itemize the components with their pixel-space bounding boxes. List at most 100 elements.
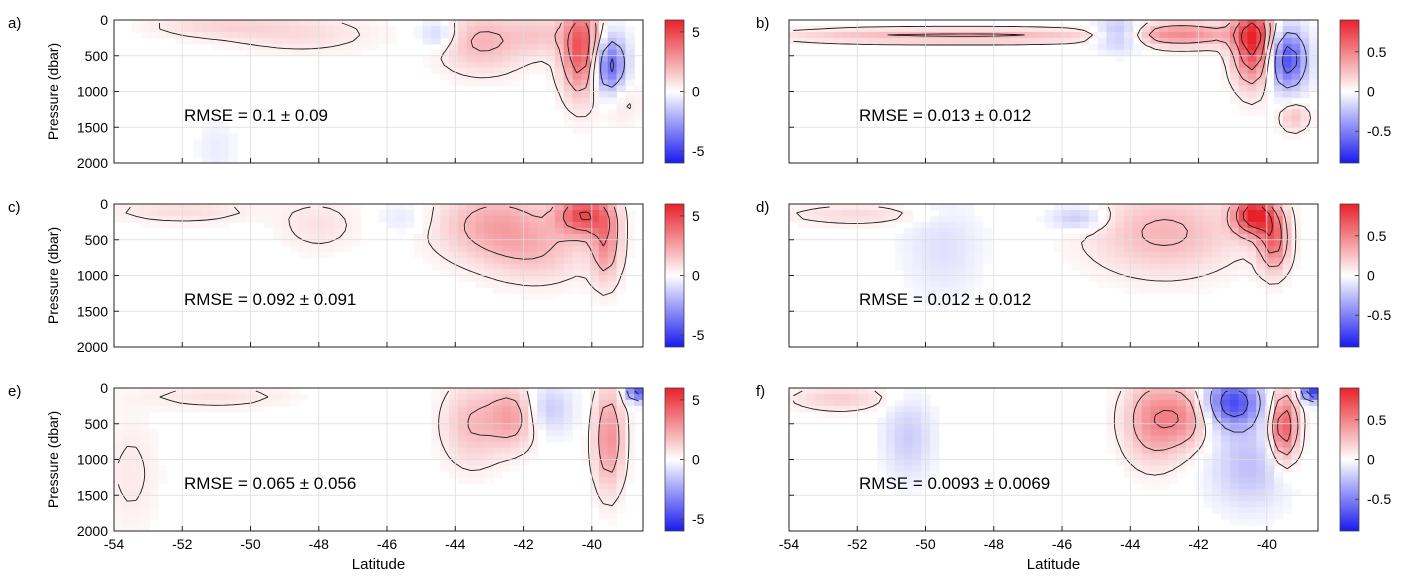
heatmap-cell xyxy=(457,37,468,45)
heatmap-cell xyxy=(938,257,949,265)
heatmap-cell xyxy=(1229,233,1240,241)
heatmap-cell xyxy=(1221,37,1231,45)
heatmap-cell xyxy=(1273,204,1284,211)
heatmap-cell xyxy=(1106,204,1116,211)
heatmap-cell xyxy=(1291,459,1301,467)
heatmap-cell xyxy=(1256,61,1266,69)
heatmap-cell xyxy=(1212,263,1222,271)
heatmap-cell xyxy=(122,441,133,449)
heatmap-cell xyxy=(894,435,905,443)
heatmap-cell xyxy=(1141,251,1152,259)
heatmap-cell xyxy=(607,204,618,211)
y-tick-label: 1500 xyxy=(77,487,108,503)
heatmap-cell xyxy=(114,411,124,419)
heatmap-cell xyxy=(607,441,618,449)
heatmap-cell xyxy=(1141,447,1152,455)
heatmap-cell xyxy=(1221,49,1231,57)
heatmap-cell xyxy=(1247,441,1257,449)
heatmap-cell xyxy=(122,215,133,223)
heatmap-cell xyxy=(1273,209,1284,217)
heatmap-cell xyxy=(122,525,133,532)
heatmap-cell xyxy=(590,465,600,473)
heatmap-cell xyxy=(246,204,256,211)
heatmap-cell xyxy=(903,393,914,401)
heatmap-cell xyxy=(1124,447,1134,455)
heatmap-cell xyxy=(1159,453,1169,461)
heatmap-cell xyxy=(789,204,799,211)
heatmap-cell xyxy=(581,67,591,75)
heatmap-cell xyxy=(219,145,230,152)
heatmap-cell xyxy=(1106,393,1116,401)
heatmap-cell xyxy=(1168,275,1178,283)
x-tick-label: -48 xyxy=(309,536,329,552)
heatmap-cell xyxy=(1221,31,1231,39)
heatmap-cell xyxy=(1132,477,1143,484)
heatmap-cell xyxy=(484,25,494,33)
heatmap-cell xyxy=(299,245,309,253)
heatmap-cell xyxy=(343,233,353,241)
heatmap-cell xyxy=(166,399,177,407)
heatmap-cell xyxy=(947,275,958,283)
heatmap-cell xyxy=(475,447,485,455)
heatmap-cell xyxy=(1256,204,1266,211)
heatmap-cell xyxy=(166,221,177,229)
heatmap-cell xyxy=(616,233,626,241)
heatmap-cell xyxy=(493,251,503,259)
heatmap-cell xyxy=(210,145,221,152)
heatmap-cell xyxy=(634,97,644,105)
heatmap-cell xyxy=(1229,465,1240,473)
heatmap-cell xyxy=(912,269,922,277)
heatmap-cell xyxy=(1273,269,1284,277)
heatmap-cell xyxy=(921,423,931,431)
heatmap-cell xyxy=(237,31,247,39)
heatmap-cell xyxy=(1194,471,1204,478)
heatmap-cell xyxy=(501,227,512,235)
heatmap-cell xyxy=(1150,221,1160,229)
heatmap-cell xyxy=(219,139,230,146)
heatmap-cell xyxy=(466,275,477,283)
heatmap-cell xyxy=(510,79,521,87)
heatmap-cell xyxy=(563,393,574,401)
heatmap-cell xyxy=(140,215,150,223)
heatmap-cell xyxy=(930,287,940,294)
heatmap-cell xyxy=(1291,121,1301,128)
heatmap-cell xyxy=(912,411,922,419)
heatmap-cell xyxy=(1194,269,1204,277)
heatmap-cell xyxy=(1238,483,1249,490)
heatmap-cell xyxy=(1194,489,1204,496)
heatmap-cell xyxy=(797,405,808,413)
heatmap-cell xyxy=(1212,471,1222,478)
heatmap-cell xyxy=(431,221,441,229)
heatmap-cell xyxy=(114,477,124,484)
heatmap-cell xyxy=(824,411,834,419)
heatmap-cell xyxy=(431,49,441,57)
heatmap-cell xyxy=(1132,233,1143,241)
heatmap-cell xyxy=(850,215,861,223)
heatmap-cell xyxy=(1273,423,1284,431)
heatmap-cell xyxy=(930,31,940,39)
heatmap-cell xyxy=(290,239,300,247)
heatmap-cell xyxy=(237,393,247,401)
heatmap-cell xyxy=(563,97,574,105)
heatmap-cell xyxy=(850,31,861,39)
heatmap-cell xyxy=(263,215,274,223)
heatmap-cell xyxy=(1265,55,1275,63)
heatmap-cell xyxy=(956,227,966,235)
heatmap-cell xyxy=(1079,204,1090,211)
heatmap-cell xyxy=(1291,263,1301,271)
x-tick-label: -42 xyxy=(513,536,533,552)
heatmap-cell xyxy=(466,55,477,63)
heatmap-cell xyxy=(1194,251,1204,259)
heatmap-cell xyxy=(1176,204,1187,211)
heatmap-cell xyxy=(1300,73,1310,81)
heatmap-cell xyxy=(912,393,922,401)
heatmap-cell xyxy=(598,287,609,294)
heatmap-cell xyxy=(938,305,949,312)
heatmap-cell xyxy=(1115,239,1125,247)
heatmap-cell xyxy=(1203,388,1213,395)
heatmap-cell xyxy=(877,215,887,223)
heatmap-cell xyxy=(1265,429,1275,437)
heatmap-cell xyxy=(528,233,538,241)
heatmap-cell xyxy=(537,215,547,223)
heatmap-cell xyxy=(1176,471,1187,478)
